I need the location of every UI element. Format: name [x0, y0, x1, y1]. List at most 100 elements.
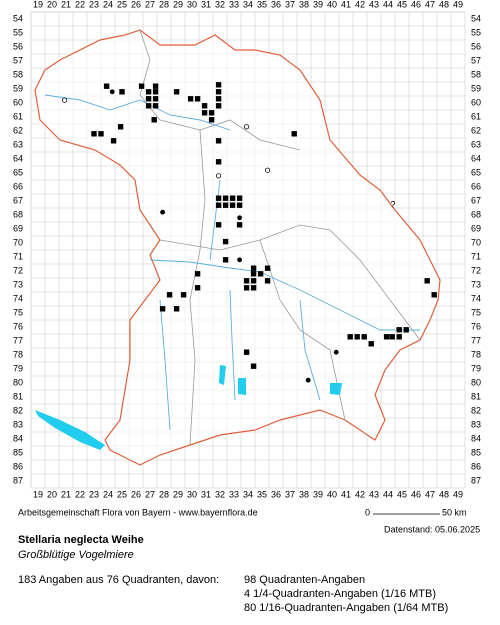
column-label: 25	[117, 0, 127, 9]
column-label: 33	[229, 489, 239, 499]
row-label: 65	[471, 167, 481, 177]
row-label: 64	[13, 153, 23, 163]
column-label: 36	[271, 489, 281, 499]
row-label: 78	[471, 349, 481, 359]
river	[209, 179, 221, 261]
filled-circle-record	[333, 349, 339, 355]
column-label: 28	[159, 0, 169, 9]
square-record	[173, 89, 180, 95]
square-record	[229, 202, 236, 208]
square-record	[250, 278, 257, 284]
river	[159, 299, 171, 431]
species-name: Stellaria neglecta Weihe	[18, 534, 144, 546]
row-label: 57	[471, 55, 481, 65]
row-label: 63	[471, 139, 481, 149]
column-label: 38	[299, 489, 309, 499]
column-label: 21	[61, 0, 71, 9]
square-record	[194, 96, 201, 102]
filled-circle-record	[109, 89, 115, 95]
square-record	[194, 285, 201, 291]
column-label: 37	[285, 0, 295, 9]
column-label: 45	[397, 0, 407, 9]
row-label: 61	[471, 111, 481, 121]
column-label: 46	[411, 489, 421, 499]
column-label: 26	[131, 489, 141, 499]
column-label: 48	[439, 489, 449, 499]
row-label: 85	[471, 447, 481, 457]
square-record	[215, 82, 222, 88]
row-label: 85	[13, 447, 23, 457]
column-label: 42	[355, 489, 365, 499]
square-record	[152, 83, 159, 89]
square-record	[291, 131, 297, 137]
column-label: 49	[453, 0, 463, 9]
square-record	[222, 257, 229, 263]
square-record	[389, 334, 395, 340]
row-label: 68	[13, 209, 23, 219]
column-label: 21	[61, 489, 71, 499]
row-label: 76	[13, 321, 23, 331]
column-label: 27	[145, 489, 155, 499]
square-record	[152, 96, 159, 102]
row-label: 73	[471, 279, 481, 289]
row-label: 87	[471, 475, 481, 485]
column-label: 40	[327, 489, 337, 499]
column-label: 35	[257, 0, 267, 9]
credit: Arbeitsgemeinschaft Flora von Bayern - w…	[18, 507, 258, 517]
square-record	[208, 117, 215, 123]
column-label: 22	[75, 489, 85, 499]
column-label: 48	[439, 0, 449, 9]
square-record	[250, 285, 257, 291]
square-record	[180, 292, 187, 298]
row-label: 64	[471, 153, 481, 163]
row-label: 74	[471, 293, 481, 303]
row-label: 67	[13, 195, 23, 205]
column-label: 46	[411, 0, 421, 9]
column-label: 42	[355, 0, 365, 9]
square-record	[151, 117, 157, 123]
square-record	[250, 271, 257, 277]
column-label: 29	[173, 489, 183, 499]
state-border	[34, 29, 441, 466]
square-record	[98, 131, 104, 137]
row-label: 69	[13, 223, 23, 233]
square-record	[215, 103, 222, 109]
column-label: 38	[299, 0, 309, 9]
square-record	[215, 222, 222, 228]
row-label: 57	[13, 55, 23, 65]
square-record	[368, 341, 374, 347]
row-label: 73	[13, 279, 23, 289]
square-record	[354, 334, 360, 340]
row-label: 81	[13, 391, 23, 401]
row-label: 76	[471, 321, 481, 331]
square-record	[431, 292, 437, 298]
column-label: 43	[369, 0, 379, 9]
square-record	[103, 83, 110, 89]
lake	[35, 410, 105, 450]
open-circle-record	[216, 173, 222, 179]
row-label: 56	[13, 41, 23, 51]
row-label: 55	[13, 27, 23, 37]
data-date: Datenstand: 05.06.2025	[384, 524, 480, 534]
column-label: 29	[173, 0, 183, 9]
row-label: 87	[13, 475, 23, 485]
square-record	[396, 334, 402, 340]
column-label: 28	[159, 489, 169, 499]
square-record	[201, 103, 208, 109]
square-record	[424, 278, 430, 284]
lake	[219, 365, 226, 385]
square-record	[215, 202, 222, 208]
scale-start: 0	[365, 507, 370, 517]
row-label: 70	[13, 237, 23, 247]
lake	[330, 383, 342, 395]
square-record	[187, 96, 194, 102]
square-record	[236, 202, 243, 208]
lake	[238, 378, 246, 395]
square-record	[145, 103, 152, 109]
square-record	[215, 159, 222, 165]
square-record	[215, 89, 222, 95]
column-label: 30	[187, 489, 197, 499]
row-label: 77	[13, 335, 23, 345]
square-record	[222, 202, 229, 208]
